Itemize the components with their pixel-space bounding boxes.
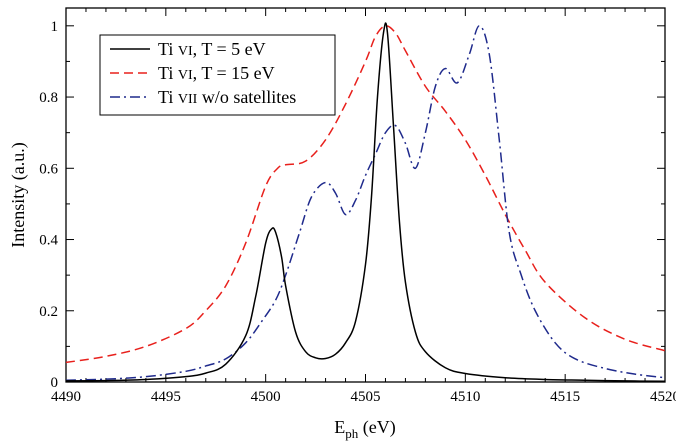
x-axis-label: Eph (eV) (334, 417, 395, 441)
legend: Ti VI, T = 5 eV Ti VI, T = 15 eV Ti VII w/… (99, 34, 336, 116)
legend-label-1: Ti VI, T = 5 eV (158, 39, 266, 59)
y-tick-label: 0 (51, 375, 59, 391)
y-tick-label: 0.6 (39, 161, 58, 177)
y-tick-label: 0.8 (39, 90, 58, 106)
x-tick-label: 4505 (351, 389, 381, 405)
axis-ticks (65, 8, 666, 383)
y-tick-label: 0.4 (39, 233, 58, 249)
x-tick-label: 4510 (450, 389, 480, 405)
series-layer (65, 22, 666, 383)
x-tick-label: 4490 (51, 389, 81, 405)
y-tick-label: 0.2 (39, 304, 58, 320)
legend-label-3: Ti VII w/o satellites (158, 87, 296, 107)
series-line-2 (65, 25, 666, 364)
x-tick-label: 4495 (151, 389, 181, 405)
series-line-1 (65, 22, 666, 383)
y-tick-label: 1 (51, 19, 59, 35)
legend-label-2: Ti VI, T = 15 eV (158, 63, 275, 83)
x-tick-label: 4500 (251, 389, 281, 405)
x-tick-label: 4515 (550, 389, 580, 405)
y-axis-label: Intensity (a.u.) (8, 142, 29, 247)
